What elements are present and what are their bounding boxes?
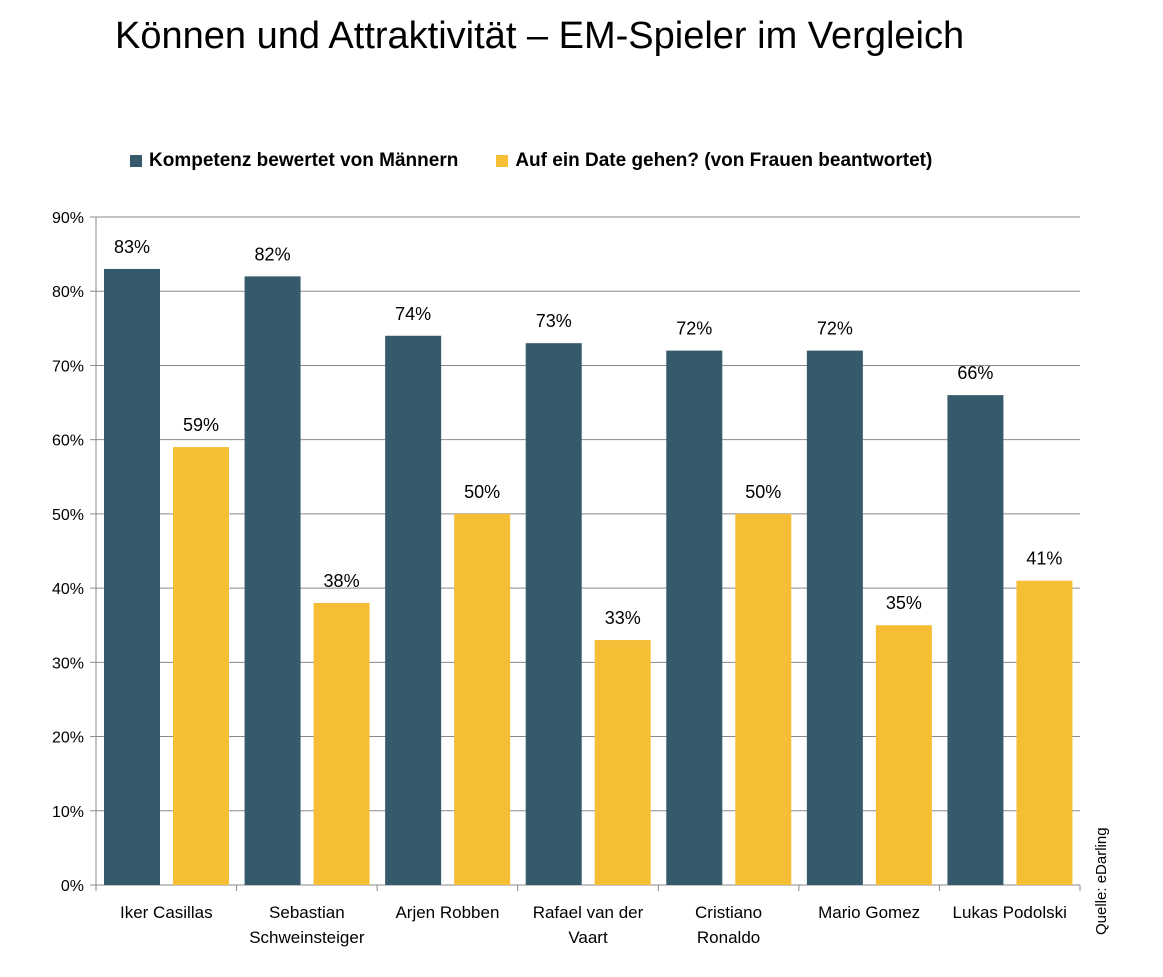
- data-label: 72%: [676, 319, 712, 339]
- category-label: Lukas Podolski: [953, 903, 1067, 922]
- y-tick-label: 70%: [52, 358, 84, 375]
- legend: Kompetenz bewertet von Männern Auf ein D…: [130, 150, 970, 172]
- data-label: 50%: [464, 482, 500, 502]
- data-label: 66%: [957, 363, 993, 383]
- source-note: Quelle: eDarling: [1093, 827, 1110, 935]
- y-tick-label: 60%: [52, 433, 84, 450]
- bar: [806, 350, 863, 886]
- y-tick-label: 0%: [61, 878, 84, 895]
- data-label: 50%: [745, 482, 781, 502]
- bar: [385, 335, 442, 885]
- category-label: Mario Gomez: [818, 903, 920, 922]
- category-label: Arjen Robben: [395, 903, 499, 922]
- legend-item-competence: Kompetenz bewertet von Männern: [130, 150, 458, 172]
- bar: [525, 343, 582, 886]
- bar: [875, 625, 932, 885]
- bar: [104, 268, 160, 885]
- chart-title: Können und Attraktivität – EM-Spieler im…: [115, 15, 965, 57]
- category-label: Iker Casillas: [120, 903, 213, 922]
- data-label: 82%: [255, 244, 291, 264]
- bar: [313, 602, 370, 885]
- data-label: 33%: [605, 608, 641, 628]
- category-label: Ronaldo: [697, 928, 760, 947]
- data-label: 35%: [886, 593, 922, 613]
- category-label: Schweinsteiger: [249, 928, 365, 947]
- legend-item-date: Auf ein Date gehen? (von Frauen beantwor…: [496, 150, 932, 172]
- legend-label-date: Auf ein Date gehen? (von Frauen beantwor…: [515, 150, 933, 171]
- y-tick-label: 50%: [52, 507, 84, 524]
- y-tick-label: 10%: [52, 804, 84, 821]
- bar: [666, 350, 723, 886]
- bar: [1016, 580, 1073, 885]
- bar: [735, 513, 792, 885]
- category-label: Vaart: [568, 928, 608, 947]
- data-label: 59%: [183, 415, 219, 435]
- legend-label-competence: Kompetenz bewertet von Männern: [149, 150, 459, 171]
- bar: [594, 640, 651, 885]
- data-label: 74%: [395, 304, 431, 324]
- bar: [947, 395, 1004, 885]
- category-label: Sebastian: [269, 903, 345, 922]
- legend-swatch-date: [496, 155, 509, 167]
- bar: [454, 513, 511, 885]
- y-tick-label: 30%: [52, 655, 84, 672]
- category-label: Rafael van der: [533, 903, 644, 922]
- data-label: 73%: [536, 311, 572, 331]
- data-label: 72%: [817, 319, 853, 339]
- y-tick-label: 20%: [52, 730, 84, 747]
- legend-swatch-competence: [130, 155, 142, 167]
- category-label: Cristiano: [695, 903, 762, 922]
- y-tick-label: 90%: [52, 210, 84, 227]
- y-tick-label: 80%: [52, 284, 84, 301]
- bar: [173, 447, 229, 885]
- data-label: 83%: [114, 237, 150, 257]
- bar: [244, 276, 301, 885]
- data-label: 38%: [324, 571, 360, 591]
- data-label: 41%: [1026, 549, 1062, 569]
- y-tick-label: 40%: [52, 581, 84, 598]
